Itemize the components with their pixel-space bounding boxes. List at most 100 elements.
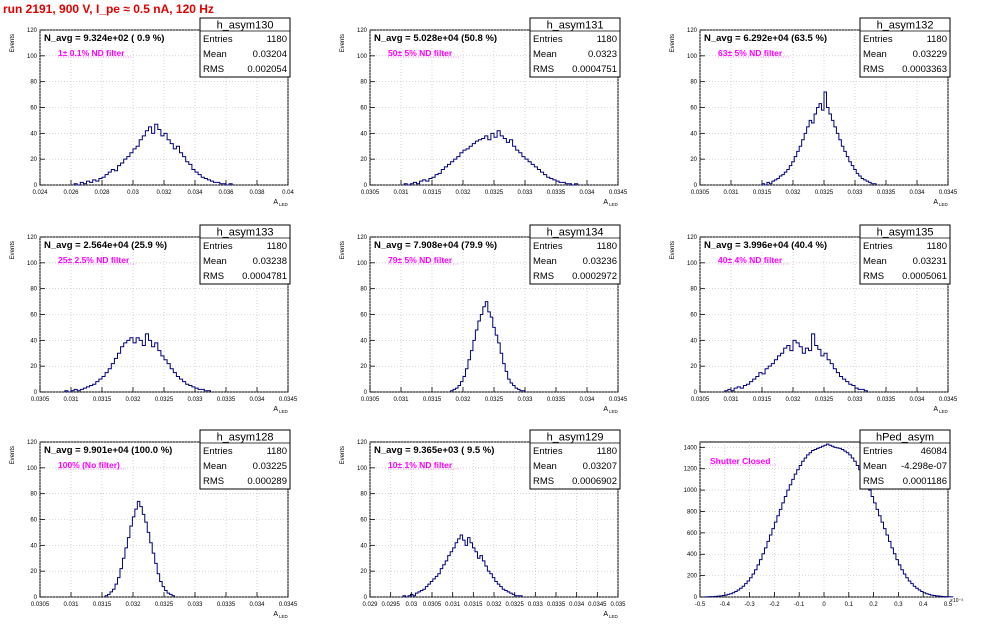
x-tick-label: 0.0335 xyxy=(547,190,566,196)
y-tick-label: 40 xyxy=(360,338,367,344)
y-tick-label: 0 xyxy=(34,183,38,189)
x-tick-label: 0.031 xyxy=(63,397,79,403)
stats-key-mean: Mean xyxy=(533,49,557,60)
x-tick-label: -0.4 xyxy=(720,602,731,608)
filter-label: 79± 5% ND filter xyxy=(388,255,453,265)
filter-label: Shutter Closed xyxy=(710,456,770,466)
stats-value-entries: 1180 xyxy=(927,241,947,252)
y-axis-label: Events xyxy=(340,241,346,259)
stats-key-entries: Entries xyxy=(533,241,563,252)
stats-value-rms: 0.0003363 xyxy=(902,64,947,75)
x-axis-label: A xyxy=(603,199,608,206)
x-tick-label: 0.4 xyxy=(919,602,928,608)
x-tick-label: 0.0315 xyxy=(423,397,442,403)
x-tick-label: 0.0315 xyxy=(93,602,112,608)
x-tick-label: 0.0335 xyxy=(877,190,896,196)
y-tick-label: 120 xyxy=(27,440,38,446)
x-tick-label: 0.033 xyxy=(528,602,544,608)
x-tick-label: 0.03 xyxy=(127,190,139,196)
y-tick-label: 40 xyxy=(690,338,697,344)
x-tick-label: 0.032 xyxy=(785,190,801,196)
stats-box xyxy=(199,224,291,285)
x-tick-label: 0.036 xyxy=(218,190,234,196)
x-tick-label: 0.0305 xyxy=(361,397,380,403)
histogram-panel-h_asym130: 0.024 0.026 0.028 0.03 0.032 0.034 0.036 0.038 0… xyxy=(0,17,310,208)
histogram-title: N_avg = 9.365e+03 ( 9.5 %) xyxy=(374,445,494,456)
y-tick-label: 60 xyxy=(30,518,37,524)
stats-box xyxy=(529,17,621,78)
x-axis-exponent: ×10⁻³ xyxy=(950,598,963,604)
x-tick-label: -0.2 xyxy=(769,602,780,608)
x-axis-label-subscript: LED xyxy=(609,409,619,414)
y-tick-label: 1000 xyxy=(684,488,698,494)
x-axis-label-subscript: LED xyxy=(279,409,289,414)
filter-label: 10± 1% ND filter xyxy=(388,460,453,470)
x-tick-label: 0.0315 xyxy=(753,190,772,196)
histogram-svg: -0.5 -0.4 -0.3 -0.2 -0.1 0 0.1 0.2 0.3 0.4 0.5 0 200… xyxy=(684,429,963,608)
y-tick-label: 20 xyxy=(690,157,697,163)
x-tick-label: 0.034 xyxy=(569,602,585,608)
x-tick-label: 0.031 xyxy=(393,397,409,403)
stats-key-rms: RMS xyxy=(533,271,554,282)
x-tick-label: 0.031 xyxy=(393,190,409,196)
y-tick-label: 120 xyxy=(687,28,698,34)
stats-value-rms: 0.0002972 xyxy=(572,271,617,282)
x-tick-label: 0.031 xyxy=(723,397,739,403)
x-tick-label: 0.033 xyxy=(517,397,533,403)
histogram-svg: 0.0305 0.031 0.0315 0.032 0.0325 0.033 0.0335 0… xyxy=(670,224,958,414)
stats-key-entries: Entries xyxy=(203,34,233,45)
stats-value-rms: 0.002054 xyxy=(247,64,287,75)
x-tick-label: 0.0305 xyxy=(31,397,50,403)
x-tick-label: 0 xyxy=(822,602,826,608)
x-tick-label: 0.0305 xyxy=(691,397,710,403)
histogram-line xyxy=(64,333,211,393)
filter-label: 25± 2.5% ND filter xyxy=(58,255,130,265)
x-tick-label: 0.0315 xyxy=(93,397,112,403)
histogram-svg: 0.0305 0.031 0.0315 0.032 0.0325 0.033 0.0335 0… xyxy=(670,17,958,207)
filter-label: 1± 0.1% ND filter xyxy=(58,48,125,58)
stats-value-entries: 1180 xyxy=(927,34,947,45)
stats-value-mean: 0.0323 xyxy=(588,49,617,60)
stats-key-entries: Entries xyxy=(203,446,233,457)
stats-value-mean: 0.03204 xyxy=(253,49,287,60)
x-tick-label: 0.031 xyxy=(723,190,739,196)
stats-key-entries: Entries xyxy=(863,34,893,45)
y-tick-label: 20 xyxy=(30,157,37,163)
x-tick-label: 0.0315 xyxy=(464,602,483,608)
y-tick-label: 40 xyxy=(360,131,367,137)
x-tick-label: 0.034 xyxy=(909,190,925,196)
x-axis-label: A xyxy=(273,611,278,618)
histogram-line xyxy=(450,301,526,392)
histogram-line xyxy=(724,333,868,392)
histogram-svg: 0.0305 0.031 0.0315 0.032 0.0325 0.033 0.0335 0… xyxy=(340,224,628,414)
y-tick-label: 20 xyxy=(30,364,37,370)
y-tick-label: 0 xyxy=(364,390,368,396)
y-tick-label: 100 xyxy=(27,466,38,472)
x-tick-label: 0.033 xyxy=(847,190,863,196)
title-box xyxy=(41,31,181,44)
histogram-panel-h_asym132: 0.0305 0.031 0.0315 0.032 0.0325 0.033 0.0335 0… xyxy=(660,17,970,208)
x-tick-label: 0.03 xyxy=(405,602,417,608)
histogram-name: h_asym134 xyxy=(547,227,604,239)
y-tick-label: 1400 xyxy=(684,445,698,451)
y-tick-label: 40 xyxy=(690,131,697,137)
histogram-title: N_avg = 9.324e+02 ( 0.9 %) xyxy=(44,33,164,44)
stats-value-mean: 0.03231 xyxy=(913,256,947,267)
histogram-name: h_asym132 xyxy=(877,20,934,32)
y-tick-label: 40 xyxy=(360,543,367,549)
histogram-panel-h_asym131: 0.0305 0.031 0.0315 0.032 0.0325 0.033 0.0335 0… xyxy=(330,17,640,208)
x-tick-label: 0.0325 xyxy=(155,397,174,403)
x-tick-label: 0.0295 xyxy=(381,602,400,608)
stats-value-entries: 46084 xyxy=(921,446,947,457)
x-tick-label: 0.034 xyxy=(249,602,265,608)
x-tick-label: 0.0335 xyxy=(217,602,236,608)
x-tick-label: 0.033 xyxy=(847,397,863,403)
y-tick-label: 100 xyxy=(27,261,38,267)
y-tick-label: 60 xyxy=(360,106,367,112)
y-tick-label: 80 xyxy=(30,287,37,293)
y-tick-label: 80 xyxy=(360,287,367,293)
histogram-panel-h_asym129: 0.029 0.0295 0.03 0.0305 0.031 0.0315 0.032 0.0… xyxy=(330,429,640,620)
stats-box xyxy=(199,17,291,78)
x-tick-label: 0.033 xyxy=(187,602,203,608)
x-tick-label: 0.0335 xyxy=(547,602,566,608)
